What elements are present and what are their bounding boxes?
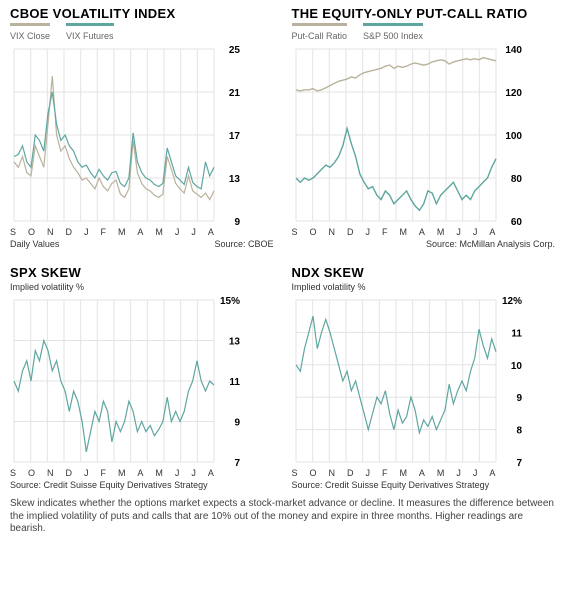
subtitle-ndx: Implied volatility % [292, 282, 556, 292]
sublabel-vix: Daily Values [10, 239, 59, 249]
chart-vix: 9 13 17 21 25 [10, 45, 242, 225]
source-spx: Source: Credit Suisse Equity Derivatives… [10, 480, 274, 490]
title-spx: SPX SKEW [10, 265, 274, 280]
svg-text:60: 60 [510, 217, 522, 225]
svg-text:25: 25 [229, 45, 241, 56]
panel-pcr: THE EQUITY-ONLY PUT-CALL RATIO Put-Call … [292, 6, 556, 249]
legend-put-call: Put-Call Ratio [292, 23, 348, 41]
legend-vix: VIX Close VIX Futures [10, 23, 274, 41]
chart-spx: 7 9 11 13 15% [10, 296, 242, 466]
svg-text:7: 7 [234, 458, 240, 466]
panel-vix: CBOE VOLATILITY INDEX VIX Close VIX Futu… [10, 6, 274, 249]
title-ndx: NDX SKEW [292, 265, 556, 280]
svg-text:17: 17 [229, 131, 241, 142]
legend-vix-futures: VIX Futures [66, 23, 114, 41]
svg-text:9: 9 [234, 217, 240, 225]
title-vix: CBOE VOLATILITY INDEX [10, 6, 274, 21]
svg-text:11: 11 [229, 377, 240, 388]
svg-text:9: 9 [234, 418, 240, 429]
svg-text:80: 80 [510, 174, 522, 185]
svg-text:140: 140 [505, 45, 522, 56]
source-vix: Source: CBOE [214, 239, 273, 249]
svg-text:10: 10 [510, 361, 522, 372]
xaxis-pcr: SONDJFMAMJJA [292, 227, 496, 237]
svg-text:120: 120 [505, 88, 522, 99]
svg-text:13: 13 [229, 337, 241, 348]
legend-sp500: S&P 500 Index [363, 23, 423, 41]
svg-text:12%: 12% [501, 296, 521, 307]
legend-pcr: Put-Call Ratio S&P 500 Index [292, 23, 556, 41]
svg-text:100: 100 [505, 131, 522, 142]
source-ndx: Source: Credit Suisse Equity Derivatives… [292, 480, 556, 490]
svg-text:7: 7 [516, 458, 522, 466]
svg-text:11: 11 [511, 328, 522, 339]
title-pcr: THE EQUITY-ONLY PUT-CALL RATIO [292, 6, 556, 21]
chart-ndx: 7 8 9 10 11 12% [292, 296, 524, 466]
svg-text:13: 13 [229, 174, 241, 185]
svg-text:15%: 15% [220, 296, 240, 307]
svg-text:21: 21 [229, 88, 241, 99]
chart-pcr: 60 80 100 120 140 [292, 45, 524, 225]
panel-ndx: NDX SKEW Implied volatility % 7 8 9 10 11 12%… [292, 265, 556, 490]
panel-spx: SPX SKEW Implied volatility % 79111315% … [10, 265, 274, 490]
svg-text:8: 8 [516, 426, 522, 437]
xaxis-spx: SONDJFMAMJJA [10, 468, 214, 478]
svg-text:9: 9 [516, 393, 522, 404]
footnote: Skew indicates whether the options marke… [10, 498, 555, 536]
subtitle-spx: Implied volatility % [10, 282, 274, 292]
xaxis-ndx: SONDJFMAMJJA [292, 468, 496, 478]
xaxis-vix: SONDJFMAMJJA [10, 227, 214, 237]
source-pcr: Source: McMillan Analysis Corp. [292, 239, 556, 249]
legend-vix-close: VIX Close [10, 23, 50, 41]
